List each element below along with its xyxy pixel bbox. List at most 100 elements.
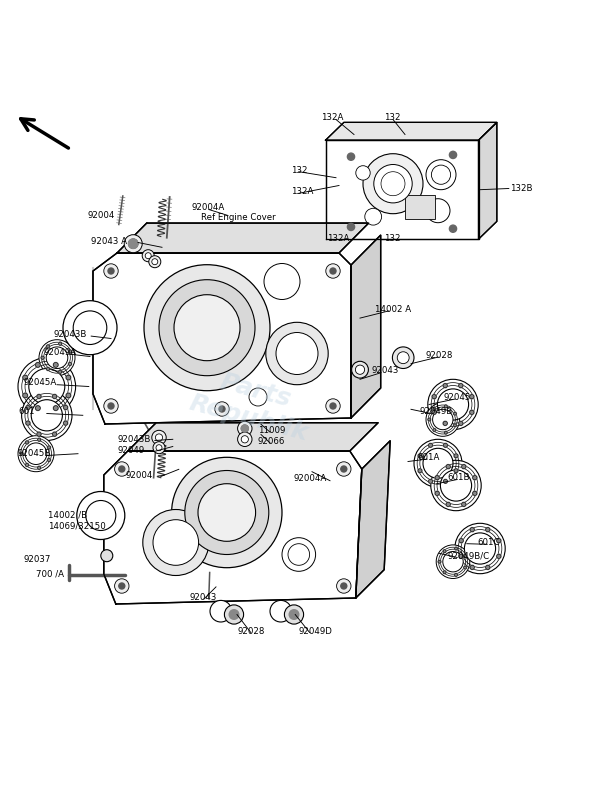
Circle shape bbox=[473, 476, 477, 480]
Circle shape bbox=[458, 384, 463, 388]
Circle shape bbox=[119, 466, 125, 472]
Circle shape bbox=[29, 368, 65, 404]
Circle shape bbox=[59, 342, 62, 345]
Text: 92004A: 92004A bbox=[294, 474, 327, 484]
Circle shape bbox=[282, 538, 316, 571]
Circle shape bbox=[497, 539, 501, 542]
Text: 132: 132 bbox=[384, 234, 401, 243]
Text: 92049B/C: 92049B/C bbox=[447, 551, 489, 560]
Text: 92004A: 92004A bbox=[192, 203, 225, 212]
Text: 92049: 92049 bbox=[117, 446, 144, 455]
Text: 92045B: 92045B bbox=[18, 449, 52, 458]
Circle shape bbox=[270, 601, 292, 622]
Circle shape bbox=[435, 491, 439, 495]
Circle shape bbox=[53, 363, 58, 367]
Text: 92043: 92043 bbox=[189, 593, 217, 602]
Circle shape bbox=[454, 454, 458, 458]
Circle shape bbox=[20, 452, 23, 455]
Text: 92004: 92004 bbox=[126, 471, 154, 480]
Circle shape bbox=[337, 462, 351, 476]
Circle shape bbox=[174, 294, 240, 360]
Circle shape bbox=[473, 491, 477, 495]
Circle shape bbox=[66, 393, 71, 398]
Circle shape bbox=[454, 412, 457, 415]
Circle shape bbox=[25, 463, 29, 466]
Circle shape bbox=[485, 528, 490, 531]
Text: 92049D: 92049D bbox=[299, 626, 332, 636]
Circle shape bbox=[355, 365, 365, 374]
Circle shape bbox=[23, 393, 28, 398]
Polygon shape bbox=[351, 235, 380, 418]
Circle shape bbox=[445, 431, 447, 434]
Circle shape bbox=[428, 444, 433, 447]
Circle shape bbox=[31, 400, 62, 431]
Circle shape bbox=[143, 509, 209, 575]
Circle shape bbox=[46, 347, 68, 368]
Circle shape bbox=[35, 363, 40, 367]
Circle shape bbox=[497, 554, 501, 558]
Circle shape bbox=[144, 265, 270, 391]
Circle shape bbox=[108, 268, 114, 274]
Circle shape bbox=[229, 610, 239, 619]
Text: 14002 /B: 14002 /B bbox=[48, 510, 87, 520]
Circle shape bbox=[264, 264, 300, 300]
Polygon shape bbox=[479, 122, 497, 239]
Text: 601A: 601A bbox=[417, 453, 439, 462]
Circle shape bbox=[470, 528, 475, 531]
Circle shape bbox=[455, 573, 457, 576]
Circle shape bbox=[142, 250, 154, 261]
Circle shape bbox=[458, 422, 463, 425]
Circle shape bbox=[445, 405, 447, 407]
Circle shape bbox=[155, 434, 163, 441]
Text: 132: 132 bbox=[291, 166, 308, 175]
Circle shape bbox=[365, 208, 382, 225]
Circle shape bbox=[426, 159, 456, 190]
Circle shape bbox=[59, 371, 62, 374]
Circle shape bbox=[38, 466, 41, 469]
Circle shape bbox=[461, 465, 466, 469]
Text: 92049B: 92049B bbox=[420, 407, 453, 416]
Circle shape bbox=[52, 432, 57, 436]
Circle shape bbox=[363, 154, 423, 214]
Text: Ref Engine Cover: Ref Engine Cover bbox=[201, 213, 275, 222]
Circle shape bbox=[470, 565, 475, 569]
Circle shape bbox=[326, 399, 340, 413]
Circle shape bbox=[289, 610, 299, 619]
Circle shape bbox=[26, 421, 30, 425]
Circle shape bbox=[266, 323, 328, 385]
Circle shape bbox=[392, 347, 414, 368]
Text: 92043 A: 92043 A bbox=[91, 237, 127, 246]
Circle shape bbox=[249, 388, 267, 406]
Circle shape bbox=[426, 199, 450, 223]
Circle shape bbox=[433, 429, 436, 432]
Circle shape bbox=[464, 566, 467, 569]
Polygon shape bbox=[356, 440, 390, 598]
Circle shape bbox=[433, 409, 453, 429]
Circle shape bbox=[210, 601, 232, 622]
Circle shape bbox=[119, 583, 125, 589]
Text: 132A: 132A bbox=[327, 234, 349, 243]
Text: 92066: 92066 bbox=[258, 437, 286, 446]
Circle shape bbox=[198, 484, 256, 542]
Circle shape bbox=[276, 333, 318, 374]
Circle shape bbox=[73, 311, 107, 345]
Circle shape bbox=[432, 411, 436, 414]
Circle shape bbox=[64, 405, 68, 410]
Circle shape bbox=[39, 340, 75, 376]
Circle shape bbox=[426, 403, 460, 436]
Text: 11009: 11009 bbox=[258, 426, 286, 436]
Circle shape bbox=[341, 466, 347, 472]
Text: 601C: 601C bbox=[477, 538, 499, 547]
Text: 601B: 601B bbox=[447, 473, 470, 482]
Circle shape bbox=[418, 454, 422, 458]
Text: 601: 601 bbox=[18, 407, 35, 416]
Circle shape bbox=[215, 402, 229, 416]
Circle shape bbox=[149, 256, 161, 268]
Circle shape bbox=[440, 470, 472, 501]
Text: 92049A: 92049A bbox=[43, 348, 76, 357]
Circle shape bbox=[18, 358, 76, 415]
Circle shape bbox=[104, 399, 118, 413]
Circle shape bbox=[464, 533, 496, 564]
Circle shape bbox=[454, 469, 458, 473]
Text: 92045: 92045 bbox=[444, 392, 472, 402]
